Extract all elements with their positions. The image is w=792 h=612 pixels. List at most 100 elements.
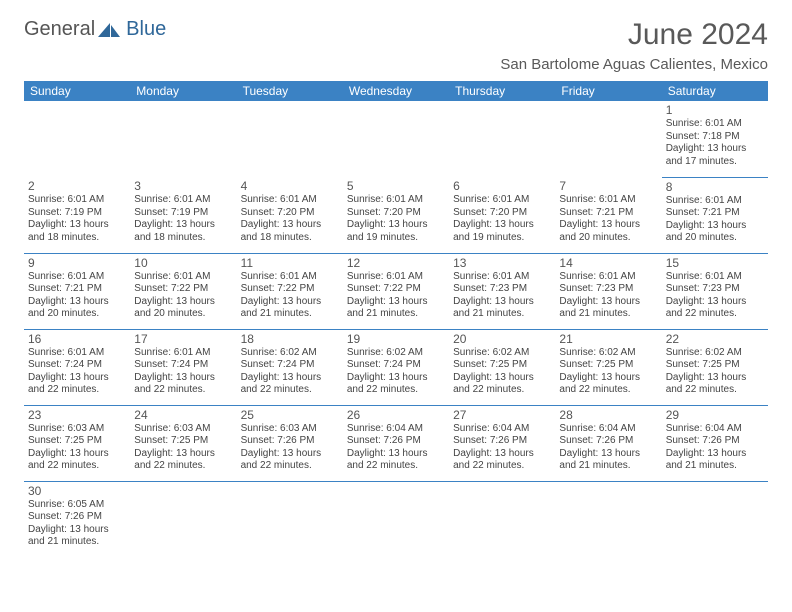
day-info: Sunrise: 6:01 AMSunset: 7:22 PMDaylight:… [134, 271, 232, 321]
day-number: 6 [453, 179, 551, 193]
day-number: 12 [347, 256, 445, 270]
day-info: Sunrise: 6:05 AMSunset: 7:26 PMDaylight:… [28, 499, 126, 549]
calendar-row: 23 Sunrise: 6:03 AMSunset: 7:25 PMDayligh… [24, 405, 768, 481]
day-number: 7 [559, 179, 657, 193]
logo-text-general: General [24, 18, 95, 41]
calendar-cell: 18Sunrise: 6:02 AMSunset: 7:24 PMDayligh… [237, 329, 343, 405]
calendar-cell: 24Sunrise: 6:03 AMSunset: 7:25 PMDayligh… [130, 405, 236, 481]
calendar-cell: 1Sunrise: 6:01 AMSunset: 7:18 PMDaylight… [662, 101, 768, 177]
day-number: 24 [134, 408, 232, 422]
day-number: 11 [241, 256, 339, 270]
calendar-cell: 22Sunrise: 6:02 AMSunset: 7:25 PMDayligh… [662, 329, 768, 405]
calendar-cell: 23Sunrise: 6:03 AMSunset: 7:25 PMDayligh… [24, 405, 130, 481]
day-number: 5 [347, 179, 445, 193]
calendar-cell [449, 481, 555, 557]
calendar-cell: 30Sunrise: 6:05 AMSunset: 7:26 PMDayligh… [24, 481, 130, 557]
day-info: Sunrise: 6:01 AMSunset: 7:21 PMDaylight:… [666, 195, 764, 245]
day-info: Sunrise: 6:01 AMSunset: 7:22 PMDaylight:… [347, 271, 445, 321]
day-number: 4 [241, 179, 339, 193]
logo: General Blue [24, 18, 166, 41]
day-number: 22 [666, 332, 764, 346]
calendar-cell: 20Sunrise: 6:02 AMSunset: 7:25 PMDayligh… [449, 329, 555, 405]
sail-icon [96, 21, 124, 39]
calendar-cell: 29Sunrise: 6:04 AMSunset: 7:26 PMDayligh… [662, 405, 768, 481]
day-number: 27 [453, 408, 551, 422]
day-info: Sunrise: 6:01 AMSunset: 7:19 PMDaylight:… [134, 194, 232, 244]
day-number: 30 [28, 484, 126, 498]
calendar-row: 9Sunrise: 6:01 AMSunset: 7:21 PMDaylight… [24, 253, 768, 329]
logo-text-blue: Blue [126, 18, 166, 41]
calendar-table: Sunday Monday Tuesday Wednesday Thursday… [24, 81, 768, 557]
day-number: 14 [559, 256, 657, 270]
day-number: 26 [347, 408, 445, 422]
calendar-cell: 10Sunrise: 6:01 AMSunset: 7:22 PMDayligh… [130, 253, 236, 329]
day-info: Sunrise: 6:04 AMSunset: 7:26 PMDaylight:… [453, 423, 551, 473]
day-info: Sunrise: 6:04 AMSunset: 7:26 PMDaylight:… [666, 423, 764, 473]
col-monday: Monday [130, 81, 236, 101]
calendar-cell: 19Sunrise: 6:02 AMSunset: 7:24 PMDayligh… [343, 329, 449, 405]
day-info: Sunrise: 6:02 AMSunset: 7:25 PMDaylight:… [453, 347, 551, 397]
day-number: 23 [28, 408, 126, 422]
day-number: 16 [28, 332, 126, 346]
day-number: 3 [134, 179, 232, 193]
calendar-row: 16 Sunrise: 6:01 AMSunset: 7:24 PMDayligh… [24, 329, 768, 405]
day-number: 15 [666, 256, 764, 270]
calendar-row: 2Sunrise: 6:01 AMSunset: 7:19 PMDaylight… [24, 177, 768, 253]
calendar-cell [343, 101, 449, 177]
calendar-cell: 7Sunrise: 6:01 AMSunset: 7:21 PMDaylight… [555, 177, 661, 253]
calendar-cell [555, 101, 661, 177]
calendar-row: 30Sunrise: 6:05 AMSunset: 7:26 PMDayligh… [24, 481, 768, 557]
day-info: Sunrise: 6:02 AMSunset: 7:24 PMDaylight:… [347, 347, 445, 397]
calendar-cell: 28Sunrise: 6:04 AMSunset: 7:26 PMDayligh… [555, 405, 661, 481]
calendar-cell: 17Sunrise: 6:01 AMSunset: 7:24 PMDayligh… [130, 329, 236, 405]
day-info: Sunrise: 6:02 AMSunset: 7:25 PMDaylight:… [559, 347, 657, 397]
col-tuesday: Tuesday [237, 81, 343, 101]
day-number: 10 [134, 256, 232, 270]
day-info: Sunrise: 6:04 AMSunset: 7:26 PMDaylight:… [559, 423, 657, 473]
calendar-cell: 26Sunrise: 6:04 AMSunset: 7:26 PMDayligh… [343, 405, 449, 481]
col-thursday: Thursday [449, 81, 555, 101]
day-info: Sunrise: 6:01 AMSunset: 7:21 PMDaylight:… [28, 271, 126, 321]
calendar-cell: 21Sunrise: 6:02 AMSunset: 7:25 PMDayligh… [555, 329, 661, 405]
calendar-cell: 5Sunrise: 6:01 AMSunset: 7:20 PMDaylight… [343, 177, 449, 253]
day-info: Sunrise: 6:02 AMSunset: 7:24 PMDaylight:… [241, 347, 339, 397]
calendar-cell [555, 481, 661, 557]
calendar-cell [662, 481, 768, 557]
day-info: Sunrise: 6:03 AMSunset: 7:25 PMDaylight:… [134, 423, 232, 473]
day-number: 19 [347, 332, 445, 346]
calendar-cell: 8Sunrise: 6:01 AMSunset: 7:21 PMDaylight… [662, 177, 768, 253]
day-info: Sunrise: 6:01 AMSunset: 7:23 PMDaylight:… [559, 271, 657, 321]
calendar-cell: 16Sunrise: 6:01 AMSunset: 7:24 PMDayligh… [24, 329, 130, 405]
day-number: 8 [666, 180, 764, 194]
day-info: Sunrise: 6:01 AMSunset: 7:23 PMDaylight:… [453, 271, 551, 321]
day-number: 28 [559, 408, 657, 422]
col-saturday: Saturday [662, 81, 768, 101]
day-info: Sunrise: 6:01 AMSunset: 7:19 PMDaylight:… [28, 194, 126, 244]
calendar-cell: 3Sunrise: 6:01 AMSunset: 7:19 PMDaylight… [130, 177, 236, 253]
calendar-cell [130, 481, 236, 557]
calendar-cell: 4Sunrise: 6:01 AMSunset: 7:20 PMDaylight… [237, 177, 343, 253]
day-number: 17 [134, 332, 232, 346]
calendar-row: 1Sunrise: 6:01 AMSunset: 7:18 PMDaylight… [24, 101, 768, 177]
weekday-header-row: Sunday Monday Tuesday Wednesday Thursday… [24, 81, 768, 101]
calendar-cell: 12Sunrise: 6:01 AMSunset: 7:22 PMDayligh… [343, 253, 449, 329]
day-info: Sunrise: 6:01 AMSunset: 7:24 PMDaylight:… [134, 347, 232, 397]
day-info: Sunrise: 6:01 AMSunset: 7:20 PMDaylight:… [347, 194, 445, 244]
col-wednesday: Wednesday [343, 81, 449, 101]
day-number: 1 [666, 103, 764, 117]
day-number: 13 [453, 256, 551, 270]
day-info: Sunrise: 6:02 AMSunset: 7:25 PMDaylight:… [666, 347, 764, 397]
col-sunday: Sunday [24, 81, 130, 101]
calendar-cell [449, 101, 555, 177]
day-number: 25 [241, 408, 339, 422]
calendar-cell: 9Sunrise: 6:01 AMSunset: 7:21 PMDaylight… [24, 253, 130, 329]
calendar-cell: 13Sunrise: 6:01 AMSunset: 7:23 PMDayligh… [449, 253, 555, 329]
calendar-cell: 2Sunrise: 6:01 AMSunset: 7:19 PMDaylight… [24, 177, 130, 253]
day-info: Sunrise: 6:03 AMSunset: 7:26 PMDaylight:… [241, 423, 339, 473]
col-friday: Friday [555, 81, 661, 101]
day-info: Sunrise: 6:01 AMSunset: 7:22 PMDaylight:… [241, 271, 339, 321]
calendar-cell [237, 481, 343, 557]
day-number: 21 [559, 332, 657, 346]
calendar-cell [343, 481, 449, 557]
day-number: 18 [241, 332, 339, 346]
